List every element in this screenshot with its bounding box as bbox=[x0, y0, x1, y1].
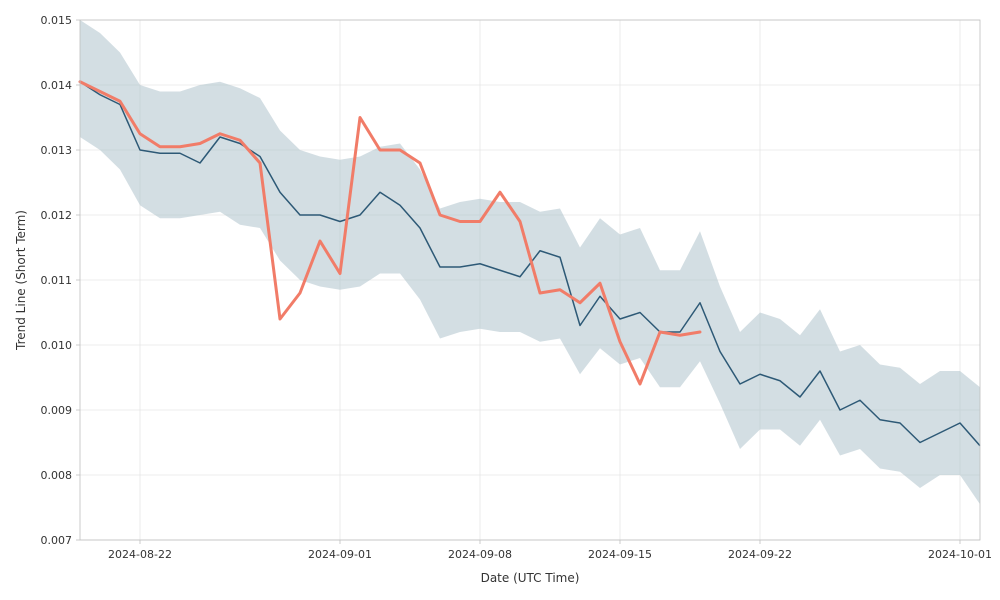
x-tick-label: 2024-09-08 bbox=[448, 548, 512, 561]
y-tick-label: 0.014 bbox=[41, 79, 73, 92]
x-tick-label: 2024-08-22 bbox=[108, 548, 172, 561]
x-tick-label: 2024-09-15 bbox=[588, 548, 652, 561]
y-tick-label: 0.011 bbox=[41, 274, 73, 287]
x-tick-label: 2024-09-01 bbox=[308, 548, 372, 561]
y-tick-label: 0.010 bbox=[41, 339, 73, 352]
chart-svg: 2024-08-22 2024-09-01 2024-09-08 2024-09-15… bbox=[0, 0, 1000, 600]
y-tick-label: 0.008 bbox=[41, 469, 73, 482]
x-axis-label: Date (UTC Time) bbox=[481, 571, 580, 585]
y-axis-label: Trend Line (Short Term) bbox=[14, 210, 28, 351]
y-tick-label: 0.015 bbox=[41, 14, 73, 27]
y-tick-label: 0.007 bbox=[41, 534, 73, 547]
y-tick-label: 0.013 bbox=[41, 144, 73, 157]
x-tick-label: 2024-10-01 bbox=[928, 548, 992, 561]
x-tick-label: 2024-09-22 bbox=[728, 548, 792, 561]
y-tick-label: 0.012 bbox=[41, 209, 73, 222]
trend-chart: 2024-08-22 2024-09-01 2024-09-08 2024-09-15… bbox=[0, 0, 1000, 600]
y-tick-label: 0.009 bbox=[41, 404, 73, 417]
